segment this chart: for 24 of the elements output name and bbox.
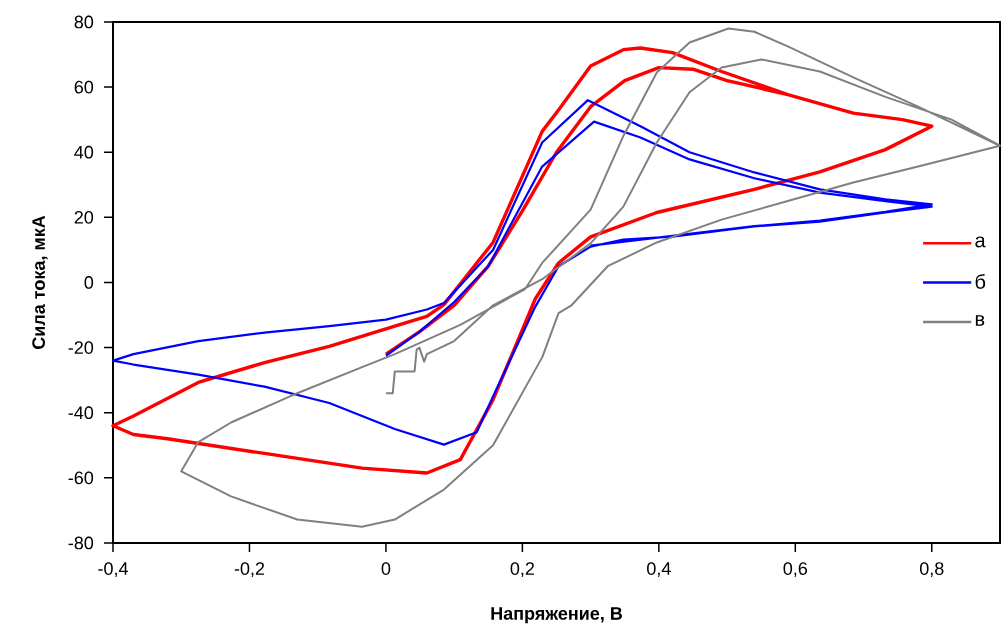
x-tick-label: 0,6 xyxy=(783,562,808,578)
line-series xyxy=(111,46,934,475)
line-series xyxy=(111,99,933,446)
x-tick-label: -0,2 xyxy=(234,562,265,578)
x-tick-label: 0,4 xyxy=(647,562,671,578)
x-axis-title: Напряжение, В xyxy=(491,607,622,624)
y-tick-label: -40 xyxy=(68,406,94,420)
x-tick-label: 0 xyxy=(381,562,391,575)
x-tick-label: 0,8 xyxy=(919,562,944,578)
y-tick-label: 40 xyxy=(74,145,94,159)
line-series xyxy=(180,27,1001,528)
legend-label: в xyxy=(975,315,985,326)
legend-label: а xyxy=(975,236,986,248)
y-axis-title: Сила тока, мкА xyxy=(32,215,48,349)
x-tick-label: -0,4 xyxy=(98,562,128,578)
legend-label: б xyxy=(975,273,986,289)
y-tick-label: -60 xyxy=(68,471,94,485)
y-tick-label: 80 xyxy=(74,15,94,29)
y-tick-label: -80 xyxy=(68,536,94,550)
y-tick-label: 0 xyxy=(84,276,94,289)
x-tick-label: 0,2 xyxy=(510,562,534,578)
y-tick-label: 60 xyxy=(74,80,94,94)
y-tick-label: -20 xyxy=(68,341,94,354)
y-tick-label: 20 xyxy=(74,211,94,224)
